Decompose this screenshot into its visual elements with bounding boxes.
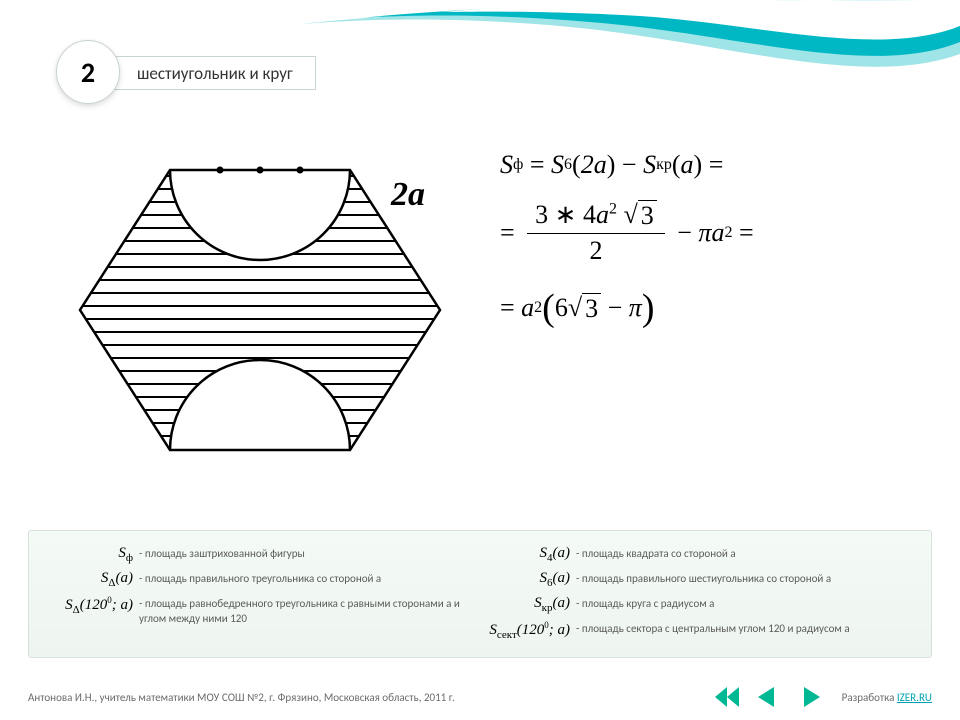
legend-box: Sф- площадь заштрихованной фигурыSΔ(a)- … — [28, 530, 932, 658]
back-icon — [715, 687, 743, 707]
author-credits: Антонова И.Н., учитель математики МОУ СО… — [28, 691, 696, 704]
formula-block: Sф = S6 (2a) − Sкр (a) = = 3 ∗ 4a2 3 2 −… — [470, 130, 930, 490]
legend-left-column: Sф- площадь заштрихованной фигурыSΔ(a)- … — [43, 545, 480, 647]
hexagon-outline — [80, 170, 440, 450]
nav-prev-button[interactable] — [754, 686, 784, 708]
legend-text: - площадь сектора с центральным углом 12… — [576, 620, 917, 637]
legend-symbol: SΔ(a) — [43, 570, 139, 589]
nav-buttons — [714, 686, 824, 708]
dot — [217, 167, 224, 174]
legend-text: - площадь квадрата со стороной a — [576, 545, 917, 562]
slide-title: шестиугольник и круг — [92, 56, 316, 90]
main-content: 2a Sф = S6 (2a) − Sкр (a) = = 3 ∗ 4a2 3 … — [50, 130, 930, 490]
dot — [297, 167, 304, 174]
formula-line-2: = 3 ∗ 4a2 3 2 − πa2 = — [500, 200, 930, 266]
nav-next-button[interactable] — [794, 686, 824, 708]
prev-icon — [758, 687, 780, 707]
legend-row: SΔ(a)- площадь правильного треугольника … — [43, 570, 480, 589]
developer-credit: Разработка IZER.RU — [842, 691, 932, 704]
legend-symbol: Sкр(a) — [480, 595, 576, 614]
legend-row: S4(a)- площадь квадрата со стороной a — [480, 545, 917, 564]
side-label-2a: 2a — [390, 176, 425, 213]
legend-symbol: S4(a) — [480, 545, 576, 564]
legend-text: - площадь круга с радиусом a — [576, 595, 917, 612]
legend-row: SΔ(1200; a)- площадь равнобедренного тре… — [43, 595, 480, 627]
legend-right-column: S4(a)- площадь квадрата со стороной aS6(… — [480, 545, 917, 647]
dot — [257, 167, 264, 174]
legend-text: - площадь заштрихованной фигуры — [139, 545, 480, 562]
wave-inner — [360, 0, 960, 56]
legend-row: Sсект(1200; a)- площадь сектора с центра… — [480, 620, 917, 641]
formula-line-3: = a2 ( 6 3 − π ) — [500, 286, 930, 330]
legend-text: - площадь правильного треугольника со ст… — [139, 570, 480, 587]
formula-line-1: Sф = S6 (2a) − Sкр (a) = — [500, 150, 930, 180]
legend-row: Sкр(a)- площадь круга с радиусом a — [480, 595, 917, 614]
slide-number-badge: 2 — [56, 40, 120, 104]
legend-row: S6(a)- площадь правильного шестиугольник… — [480, 570, 917, 589]
legend-symbol: S6(a) — [480, 570, 576, 589]
wave-outer — [300, 0, 960, 67]
legend-symbol: SΔ(1200; a) — [43, 595, 139, 616]
wave-white — [440, 0, 960, 39]
nav-back-button[interactable] — [714, 686, 744, 708]
legend-symbol: Sсект(1200; a) — [480, 620, 576, 641]
footer: Антонова И.Н., учитель математики МОУ СО… — [28, 686, 932, 708]
legend-symbol: Sф — [43, 545, 139, 564]
legend-row: Sф- площадь заштрихованной фигуры — [43, 545, 480, 564]
legend-text: - площадь правильного шестиугольника со … — [576, 570, 917, 587]
next-icon — [798, 687, 820, 707]
legend-text: - площадь равнобедренного треугольника с… — [139, 595, 480, 627]
hexagon-figure: 2a — [50, 130, 470, 490]
hatching — [65, 176, 455, 436]
developer-link[interactable]: IZER.RU — [897, 691, 932, 704]
